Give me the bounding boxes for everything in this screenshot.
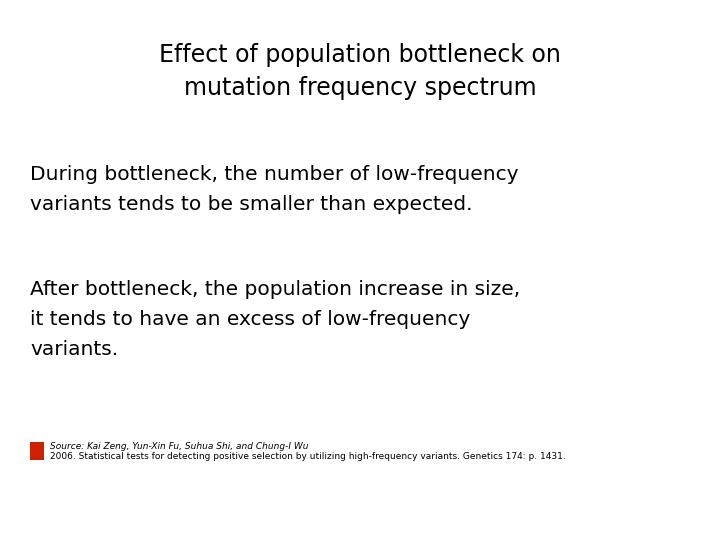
Text: During bottleneck, the number of low-frequency: During bottleneck, the number of low-fre…: [30, 165, 518, 184]
Text: variants.: variants.: [30, 340, 118, 359]
Text: After bottleneck, the population increase in size,: After bottleneck, the population increas…: [30, 280, 521, 299]
Text: Source: Kai Zeng, Yun-Xin Fu, Suhua Shi, and Chung-I Wu: Source: Kai Zeng, Yun-Xin Fu, Suhua Shi,…: [50, 442, 308, 451]
Text: 2006. Statistical tests for detecting positive selection by utilizing high-frequ: 2006. Statistical tests for detecting po…: [50, 452, 566, 461]
Text: mutation frequency spectrum: mutation frequency spectrum: [184, 76, 536, 100]
Text: it tends to have an excess of low-frequency: it tends to have an excess of low-freque…: [30, 310, 470, 329]
Text: Effect of population bottleneck on: Effect of population bottleneck on: [159, 43, 561, 67]
Text: variants tends to be smaller than expected.: variants tends to be smaller than expect…: [30, 195, 472, 214]
FancyBboxPatch shape: [30, 442, 44, 460]
